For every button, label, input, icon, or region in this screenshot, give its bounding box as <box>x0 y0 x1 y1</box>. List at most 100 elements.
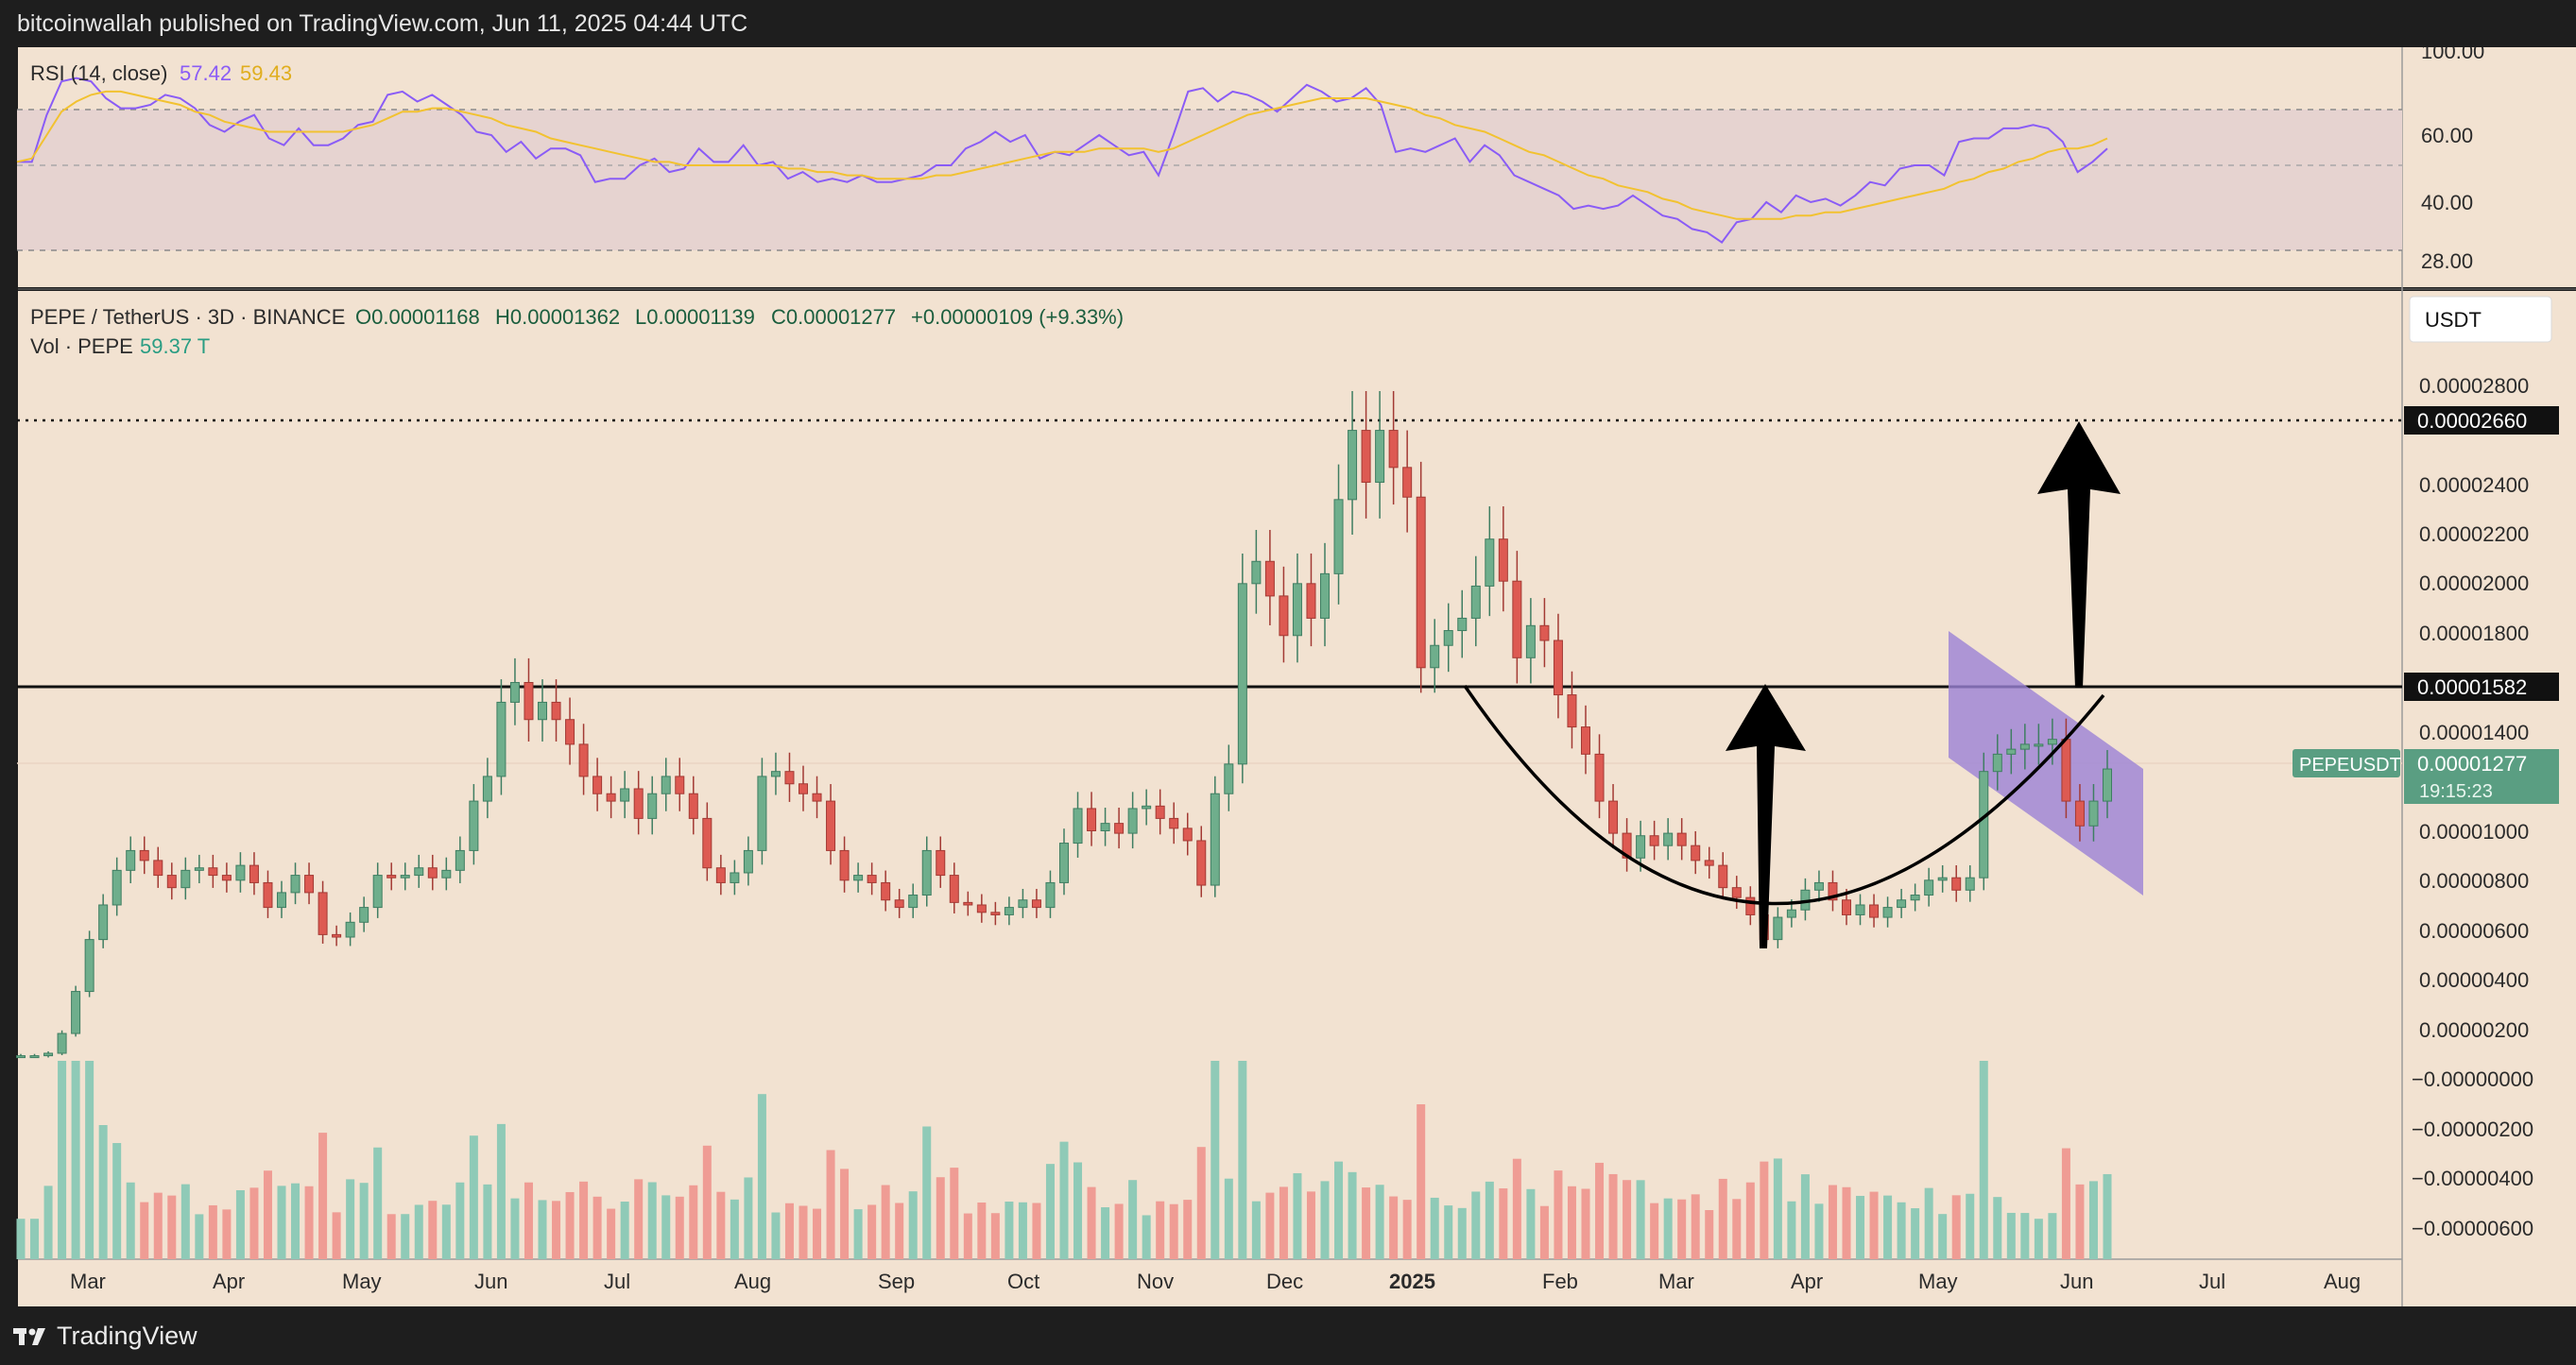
price-tick: 0.00002400 <box>2419 473 2529 497</box>
candle-body <box>1375 430 1385 484</box>
candle-body <box>2061 739 2071 802</box>
symbol-tag <box>2293 749 2400 777</box>
volume-bar <box>2048 1213 2057 1259</box>
volume-bar <box>1814 1203 1824 1259</box>
candle-body <box>867 875 877 883</box>
volume-bar <box>895 1203 904 1259</box>
volume-bar <box>16 1219 26 1259</box>
volume-bar <box>291 1183 301 1259</box>
candle-body <box>427 867 438 879</box>
candle-body <box>126 849 136 871</box>
volume-bar <box>1485 1181 1494 1259</box>
volume-bar <box>1114 1203 1124 1259</box>
volume-bar <box>1238 1061 1247 1259</box>
candle-body <box>894 899 904 909</box>
candle-body <box>1937 877 1948 881</box>
volume-bar <box>1087 1186 1096 1259</box>
x-tick: Mar <box>70 1270 106 1293</box>
volume-bar <box>1348 1171 1357 1259</box>
volume-bar <box>1856 1195 1865 1259</box>
volume-bar <box>249 1187 259 1259</box>
countdown-label: 19:15:23 <box>2419 781 2493 802</box>
volume-bar <box>98 1125 108 1259</box>
volume-bar <box>1979 1061 1988 1259</box>
volume-bar <box>1773 1158 1782 1259</box>
price-tick: −0.00000000 <box>2412 1067 2533 1091</box>
rsi-ma-value: 59.43 <box>240 61 292 85</box>
tradingview-logo[interactable]: TradingView <box>13 1322 197 1351</box>
volume-bar <box>1512 1158 1521 1259</box>
volume-bar <box>1499 1188 1508 1259</box>
volume-bar <box>1760 1161 1769 1259</box>
candle-body <box>633 788 644 819</box>
candle-body <box>908 895 919 909</box>
volume-bar <box>1828 1185 1837 1259</box>
volume-bar <box>1526 1188 1536 1259</box>
x-tick: Sep <box>878 1270 915 1293</box>
volume-bar <box>963 1213 972 1259</box>
x-tick: Jul <box>2199 1270 2225 1293</box>
price-tick: −0.00000600 <box>2412 1217 2533 1240</box>
volume-bar <box>826 1150 835 1259</box>
candle-body <box>565 719 575 745</box>
candle-body <box>359 907 369 923</box>
candle-body <box>1485 538 1495 587</box>
volume-bar <box>2075 1184 2085 1259</box>
candle-body <box>180 869 191 889</box>
candle-body <box>318 892 328 935</box>
candle-body <box>936 849 946 877</box>
time-axis[interactable]: Mar Apr May Jun Jul Aug Sep Oct Nov Dec … <box>70 1270 2361 1293</box>
candle-body <box>57 1032 67 1054</box>
volume-bar <box>483 1184 492 1259</box>
candle-body <box>1100 823 1110 831</box>
candle-body <box>1073 808 1083 845</box>
x-tick: Oct <box>1007 1270 1039 1293</box>
candle-body <box>647 793 658 819</box>
candle-body <box>2006 748 2017 755</box>
candle-body <box>1196 840 1207 886</box>
price-tick: −0.00000200 <box>2412 1118 2533 1141</box>
volume-bar <box>85 1061 94 1259</box>
candle-body <box>2047 739 2057 745</box>
volume-bar <box>2034 1219 2043 1259</box>
symbol-tag-label: PEPEUSDT <box>2299 755 2401 776</box>
volume-bar <box>263 1170 272 1259</box>
volume-bar <box>1636 1180 1645 1259</box>
volume-bar <box>1623 1180 1632 1259</box>
volume-bar <box>1265 1192 1275 1259</box>
volume-bar <box>744 1177 753 1259</box>
candle-body <box>1004 907 1014 915</box>
candle-body <box>1361 430 1371 484</box>
volume-bar <box>1032 1203 1041 1259</box>
candle-body <box>1292 583 1302 637</box>
volume-bar <box>1911 1208 1920 1259</box>
volume-bar <box>552 1201 561 1259</box>
candle-body <box>688 793 698 819</box>
volume-value: 59.37 T <box>140 334 210 358</box>
candle-body <box>1031 899 1041 909</box>
volume-bar <box>1650 1203 1659 1259</box>
volume-bar <box>1018 1202 1027 1259</box>
candle-body <box>524 681 534 721</box>
candle-body <box>2102 768 2113 802</box>
candle-body <box>1210 793 1220 886</box>
x-tick: Apr <box>213 1270 245 1293</box>
ohlc-change: +0.00000109 (+9.33%) <box>911 305 1124 329</box>
price-axis[interactable]: 0.00002800 0.00002400 0.00002200 0.00002… <box>2412 374 2533 1240</box>
volume-bar <box>332 1212 341 1259</box>
candle-body <box>1773 916 1783 941</box>
candle-body <box>1224 763 1234 794</box>
volume-bar <box>1073 1162 1083 1259</box>
x-tick: Aug <box>2324 1270 2361 1293</box>
candle-body <box>509 681 520 703</box>
volume-bar <box>867 1204 877 1259</box>
volume-bar <box>1883 1195 1893 1259</box>
x-tick: Apr <box>1791 1270 1823 1293</box>
currency-button[interactable] <box>2409 296 2552 343</box>
chart-area[interactable]: RSI (14, close) 57.42 59.43 100.00 60.00… <box>0 47 2576 1306</box>
volume-bar <box>153 1192 163 1259</box>
volume-bar <box>1581 1188 1590 1259</box>
volume-bar <box>730 1199 739 1259</box>
candle-body <box>1498 538 1508 582</box>
volume-bar <box>565 1191 575 1259</box>
